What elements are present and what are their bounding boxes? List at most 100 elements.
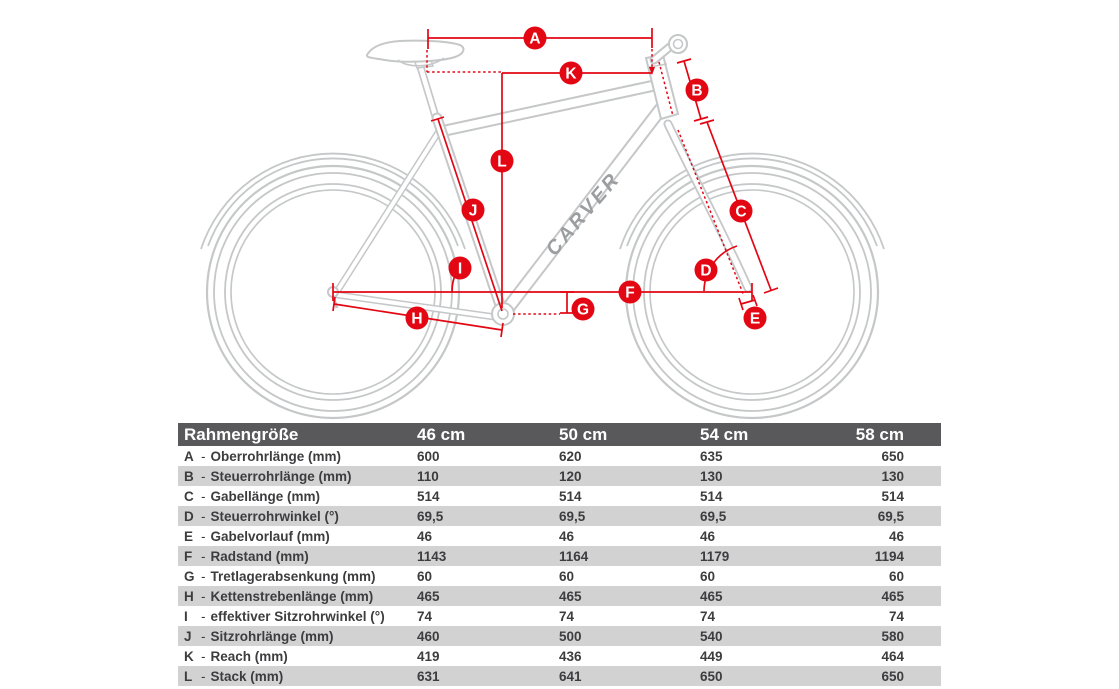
- column-header: Rahmengröße: [184, 424, 299, 444]
- row-letter: K: [184, 648, 194, 664]
- table-row: I - effektiver Sitzrohrwinkel (°) 74 74 74 74: [178, 606, 941, 626]
- value-cell: 69,5: [700, 508, 727, 524]
- row-letter: L: [184, 668, 193, 684]
- row-label: J - Sitzrohrlänge (mm): [178, 629, 415, 644]
- value-cell: 110: [417, 468, 439, 484]
- value-cell: 1164: [559, 548, 589, 564]
- column-header: 58 cm: [855, 424, 904, 444]
- table-row: E - Gabelvorlauf (mm) 46 46 46 46: [178, 526, 941, 546]
- dash-separator: -: [201, 648, 206, 664]
- value-cell: 436: [559, 648, 582, 664]
- marker-letter: B: [691, 83, 702, 100]
- marker-letter: A: [529, 31, 540, 48]
- row-label: E - Gabelvorlauf (mm): [178, 529, 415, 544]
- row-letter: C: [184, 488, 194, 504]
- value-cell: 74: [559, 608, 575, 624]
- row-letter: H: [184, 588, 194, 604]
- value-cell: 60: [417, 568, 433, 584]
- row-letter: I: [184, 608, 188, 624]
- value-cell: 46: [888, 528, 904, 544]
- rear-fender: [207, 157, 459, 247]
- value-cell: 46: [417, 528, 433, 544]
- measure-label: Steuerrohrlänge (mm): [210, 468, 352, 484]
- value-cell: 60: [559, 568, 575, 584]
- value-cell: 580: [881, 628, 904, 644]
- bike-geometry-diagram: CARVER: [200, 26, 885, 420]
- value-cell: 46: [700, 528, 716, 544]
- value-cell: 120: [559, 468, 582, 484]
- marker-letter: D: [700, 263, 711, 280]
- measure-label: Sitzrohrlänge (mm): [210, 628, 334, 644]
- table-row: A - Oberrohrlänge (mm) 600 620 635 650: [178, 446, 941, 466]
- table-row: L - Stack (mm) 631 641 650 650: [178, 666, 941, 686]
- table-row: K - Reach (mm) 419 436 449 464: [178, 646, 941, 666]
- row-label: D - Steuerrohrwinkel (°): [178, 509, 415, 524]
- measure-label: Kettenstrebenlänge (mm): [210, 588, 374, 604]
- marker-letter: E: [750, 311, 760, 328]
- value-cell: 635: [700, 448, 723, 464]
- table-body: A - Oberrohrlänge (mm) 600 620 635 650 B - Steuer…: [178, 446, 941, 686]
- row-label: I - effektiver Sitzrohrwinkel (°): [178, 609, 415, 624]
- value-cell: 465: [881, 588, 904, 604]
- value-cell: 540: [700, 628, 723, 644]
- value-cell: 641: [559, 668, 582, 684]
- value-cell: 60: [888, 568, 904, 584]
- row-letter: D: [184, 508, 194, 524]
- row-label: L - Stack (mm): [178, 669, 415, 684]
- dash-separator: -: [201, 588, 206, 604]
- measure-label: Steuerrohrwinkel (°): [210, 508, 339, 524]
- table-row: H - Kettenstrebenlänge (mm) 465 465 465 465: [178, 586, 941, 606]
- measure-label: Gabelvorlauf (mm): [210, 528, 330, 544]
- measure-label: Reach (mm): [210, 648, 288, 664]
- row-letter: G: [184, 568, 195, 584]
- marker-G: [571, 297, 595, 321]
- marker-I: [448, 256, 472, 280]
- value-cell: 631: [417, 668, 440, 684]
- table-row: J - Sitzrohrlänge (mm) 460 500 540 580: [178, 626, 941, 646]
- row-letter: E: [184, 528, 194, 544]
- value-cell: 130: [881, 468, 904, 484]
- measure-label: effektiver Sitzrohrwinkel (°): [210, 608, 385, 624]
- value-cell: 620: [559, 448, 582, 464]
- marker-A: [523, 26, 547, 50]
- value-cell: 465: [700, 588, 723, 604]
- value-cell: 460: [417, 628, 440, 644]
- value-cell: 514: [559, 488, 582, 504]
- table-header: Rahmengröße 46 cm 50 cm 54 cm 58 cm: [178, 423, 941, 446]
- column-header: 50 cm: [559, 424, 608, 444]
- brand-logo: CARVER: [542, 168, 625, 260]
- value-cell: 465: [417, 588, 440, 604]
- value-cell: 69,5: [559, 508, 586, 524]
- column-header: 54 cm: [700, 424, 749, 444]
- dash-separator: -: [201, 608, 206, 624]
- value-cell: 449: [700, 648, 723, 664]
- marker-F: [618, 280, 642, 304]
- row-label: B - Steuerrohrlänge (mm): [178, 469, 415, 484]
- value-cell: 46: [559, 528, 575, 544]
- table-row: C - Gabellänge (mm) 514 514 514 514: [178, 486, 941, 506]
- dash-separator: -: [201, 628, 206, 644]
- measure-label: Gabellänge (mm): [210, 488, 321, 504]
- value-cell: 74: [700, 608, 716, 624]
- value-cell: 1143: [417, 548, 447, 564]
- front-fender: [626, 157, 878, 247]
- table-row: D - Steuerrohrwinkel (°) 69,5 69,5 69,5 69,5: [178, 506, 941, 526]
- value-cell: 514: [417, 488, 440, 504]
- table-row: B - Steuerrohrlänge (mm) 110 120 130 130: [178, 466, 941, 486]
- dash-separator: -: [201, 448, 206, 464]
- marker-H: [405, 306, 429, 330]
- row-label: C - Gabellänge (mm): [178, 489, 415, 504]
- marker-K: [559, 61, 583, 85]
- marker-B: [685, 78, 709, 102]
- marker-letter: I: [458, 261, 462, 278]
- value-cell: 419: [417, 648, 440, 664]
- value-cell: 69,5: [877, 508, 904, 524]
- row-letter: F: [184, 548, 193, 564]
- value-cell: 60: [700, 568, 716, 584]
- value-cell: 514: [881, 488, 904, 504]
- row-letter: A: [184, 448, 194, 464]
- geometry-markers: A K B L J C I D F G H E: [405, 26, 767, 330]
- measure-label: Radstand (mm): [210, 548, 309, 564]
- value-cell: 74: [417, 608, 433, 624]
